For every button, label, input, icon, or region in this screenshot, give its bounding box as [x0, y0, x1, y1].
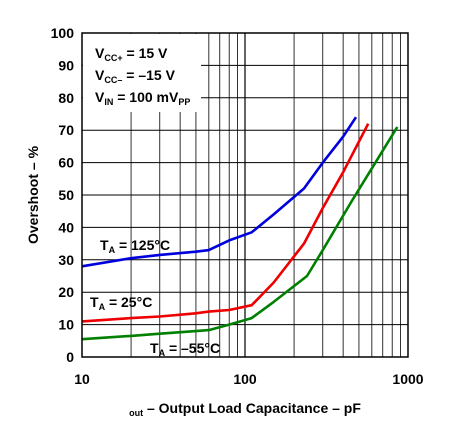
series-line-2: [81, 126, 399, 341]
y-tick-label: 40: [58, 219, 74, 235]
y-tick-label: 10: [58, 317, 74, 333]
series-label-2: TA = –55°C: [150, 340, 220, 358]
condition-label: VCC+ = 15 V: [95, 45, 168, 63]
x-axis-title: out – Output Load Capacitance – pF: [129, 400, 361, 418]
x-tick-label: 100: [233, 371, 257, 387]
y-tick-label: 30: [58, 252, 74, 268]
condition-label: VCC– = –15 V: [95, 67, 176, 85]
conditions-box: [83, 34, 201, 112]
series-line-0: [81, 116, 358, 268]
series-group: [81, 116, 399, 341]
series-label-1: TA = 25°C: [90, 294, 152, 312]
x-tick-label: 1000: [392, 371, 423, 387]
y-tick-label: 100: [51, 25, 75, 41]
y-tick-label: 80: [58, 90, 74, 106]
y-tick-label: 0: [66, 349, 74, 365]
y-tick-label: 50: [58, 187, 74, 203]
y-tick-label: 60: [58, 155, 74, 171]
y-tick-label: 90: [58, 57, 74, 73]
plot-border: [81, 32, 409, 358]
series-line-1: [81, 123, 370, 323]
axis-titles: out – Output Load Capacitance – pF Oversh…: [25, 145, 361, 418]
x-tick-label: 10: [74, 371, 90, 387]
y-tick-label: 70: [58, 122, 74, 138]
condition-label: VIN = 100 mVPP: [95, 89, 190, 107]
y-axis-title: Overshoot – %: [25, 145, 41, 244]
plot-frame: [81, 32, 409, 358]
series-label-0: TA = 125°C: [100, 237, 170, 255]
annotations: VCC+ = 15 V VCC– = –15 V VIN = 100 mVPP TA …: [90, 45, 220, 358]
y-tick-label: 20: [58, 284, 74, 300]
